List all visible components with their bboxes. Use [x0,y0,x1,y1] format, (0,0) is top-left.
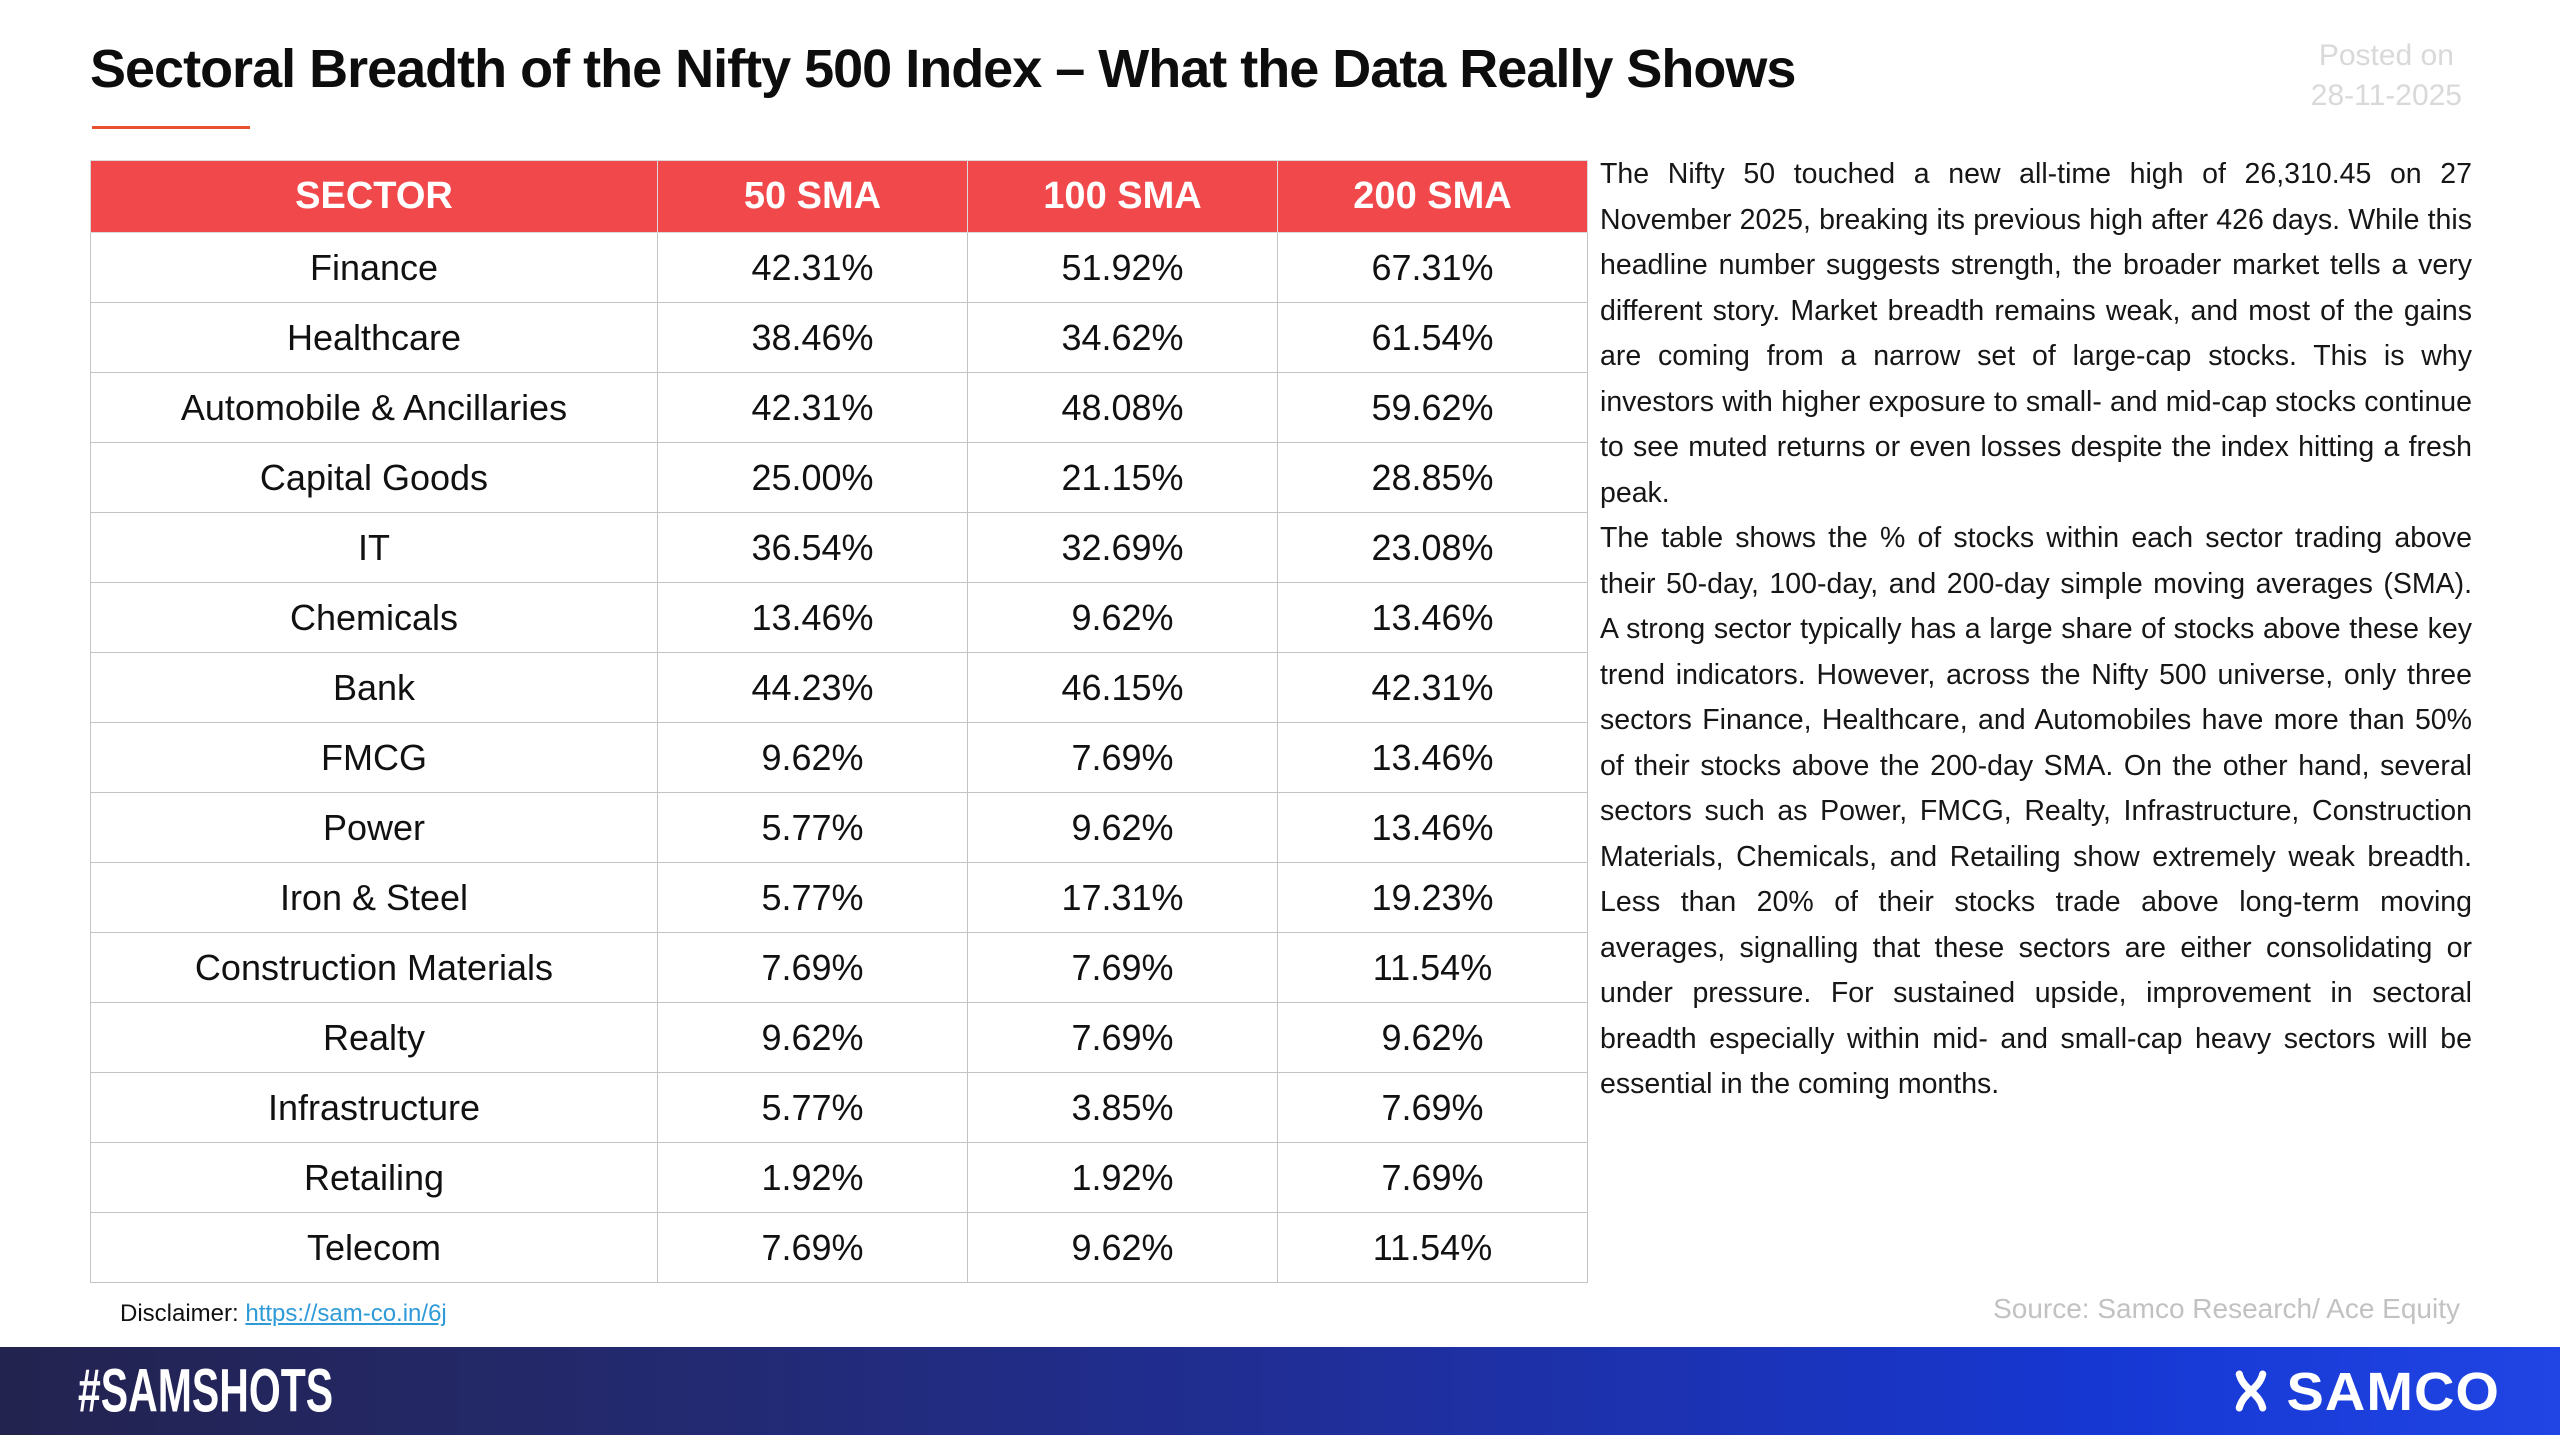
sma100-cell: 7.69% [967,722,1278,793]
table-row: Chemicals 13.46% 9.62% 13.46% [90,582,1588,653]
table-row: Bank 44.23% 46.15% 42.31% [90,652,1588,723]
samshots-hashtag: #SAMSHOTS [78,1356,334,1426]
table-row: Automobile & Ancillaries 42.31% 48.08% 5… [90,372,1588,443]
table-row: Telecom 7.69% 9.62% 11.54% [90,1212,1588,1283]
sma200-cell: 61.54% [1277,302,1588,373]
sector-cell: IT [90,512,658,583]
sma50-cell: 1.92% [657,1142,968,1213]
posted-on-date: 28-11-2025 [2310,79,2462,112]
sma100-cell: 7.69% [967,932,1278,1003]
sma50-cell: 42.31% [657,232,968,303]
column-header-100sma: 100 SMA [967,160,1278,233]
table-row: Retailing 1.92% 1.92% 7.69% [90,1142,1588,1213]
sector-cell: Finance [90,232,658,303]
page-title: Sectoral Breadth of the Nifty 500 Index … [90,39,1796,99]
sma200-cell: 7.69% [1277,1142,1588,1213]
table-row: FMCG 9.62% 7.69% 13.46% [90,722,1588,793]
sma50-cell: 7.69% [657,1212,968,1283]
sma100-cell: 3.85% [967,1072,1278,1143]
sector-cell: Power [90,792,658,863]
column-header-200sma: 200 SMA [1277,160,1588,233]
sma100-cell: 51.92% [967,232,1278,303]
table-row: Iron & Steel 5.77% 17.31% 19.23% [90,862,1588,933]
table-row: Construction Materials 7.69% 7.69% 11.54… [90,932,1588,1003]
sma200-cell: 28.85% [1277,442,1588,513]
commentary-paragraph-1: The Nifty 50 touched a new all-time high… [1600,158,2472,509]
sma200-cell: 11.54% [1277,932,1588,1003]
commentary: The Nifty 50 touched a new all-time high… [1600,152,2472,1108]
source-credit: Source: Samco Research/ Ace Equity [1993,1293,2460,1324]
sma100-cell: 1.92% [967,1142,1278,1213]
sector-cell: Healthcare [90,302,658,373]
sector-breadth-table: SECTOR 50 SMA 100 SMA 200 SMA Finance 42… [90,160,1588,1283]
sma50-cell: 25.00% [657,442,968,513]
sma100-cell: 21.15% [967,442,1278,513]
disclaimer-label: Disclaimer: [120,1300,246,1327]
sma200-cell: 67.31% [1277,232,1588,303]
table-row: Power 5.77% 9.62% 13.46% [90,792,1588,863]
sector-cell: Telecom [90,1212,658,1283]
column-header-sector: SECTOR [90,160,658,233]
sma100-cell: 32.69% [967,512,1278,583]
sector-cell: Iron & Steel [90,862,658,933]
sector-cell: Construction Materials [90,932,658,1003]
table-row: Healthcare 38.46% 34.62% 61.54% [90,302,1588,373]
sma200-cell: 13.46% [1277,792,1588,863]
footer-bar: #SAMSHOTS SAMCO [0,1347,2560,1435]
samco-logo-icon [2235,1370,2266,1412]
sector-cell: Retailing [90,1142,658,1213]
sma100-cell: 9.62% [967,582,1278,653]
sma200-cell: 9.62% [1277,1002,1588,1073]
table-row: Finance 42.31% 51.92% 67.31% [90,232,1588,303]
sma50-cell: 7.69% [657,932,968,1003]
table-row: Infrastructure 5.77% 3.85% 7.69% [90,1072,1588,1143]
sector-cell: Realty [90,1002,658,1073]
table-row: IT 36.54% 32.69% 23.08% [90,512,1588,583]
table-row: Capital Goods 25.00% 21.15% 28.85% [90,442,1588,513]
samco-logo: SAMCO [2225,1359,2500,1424]
sector-cell: FMCG [90,722,658,793]
sma50-cell: 5.77% [657,792,968,863]
sma200-cell: 23.08% [1277,512,1588,583]
posted-on-label: Posted on [2318,39,2454,72]
column-header-50sma: 50 SMA [657,160,968,233]
sma50-cell: 9.62% [657,722,968,793]
sma100-cell: 9.62% [967,1212,1278,1283]
disclaimer: Disclaimer: https://sam-co.in/6j [120,1300,447,1328]
title-underline [92,126,250,129]
sma200-cell: 7.69% [1277,1072,1588,1143]
commentary-paragraph-2: The table shows the % of stocks within e… [1600,522,2472,1100]
sma200-cell: 13.46% [1277,582,1588,653]
sma100-cell: 34.62% [967,302,1278,373]
sma100-cell: 17.31% [967,862,1278,933]
sma50-cell: 13.46% [657,582,968,653]
table-header-row: SECTOR 50 SMA 100 SMA 200 SMA [90,160,1588,233]
posted-on-block: Posted on 28-11-2025 [2311,36,2462,116]
table-row: Realty 9.62% 7.69% 9.62% [90,1002,1588,1073]
sma100-cell: 7.69% [967,1002,1278,1073]
sma100-cell: 48.08% [967,372,1278,443]
sector-cell: Capital Goods [90,442,658,513]
sma50-cell: 44.23% [657,652,968,723]
sma50-cell: 38.46% [657,302,968,373]
sma50-cell: 5.77% [657,862,968,933]
sma50-cell: 36.54% [657,512,968,583]
sma200-cell: 11.54% [1277,1212,1588,1283]
sma200-cell: 19.23% [1277,862,1588,933]
sma100-cell: 46.15% [967,652,1278,723]
sma200-cell: 59.62% [1277,372,1588,443]
sma50-cell: 9.62% [657,1002,968,1073]
sma50-cell: 5.77% [657,1072,968,1143]
sector-cell: Automobile & Ancillaries [90,372,658,443]
sma200-cell: 42.31% [1277,652,1588,723]
sma200-cell: 13.46% [1277,722,1588,793]
sma50-cell: 42.31% [657,372,968,443]
sector-cell: Bank [90,652,658,723]
disclaimer-link[interactable]: https://sam-co.in/6j [245,1300,447,1327]
sector-cell: Chemicals [90,582,658,653]
sector-cell: Infrastructure [90,1072,658,1143]
sma100-cell: 9.62% [967,792,1278,863]
samco-logo-text: SAMCO [2286,1360,2500,1422]
